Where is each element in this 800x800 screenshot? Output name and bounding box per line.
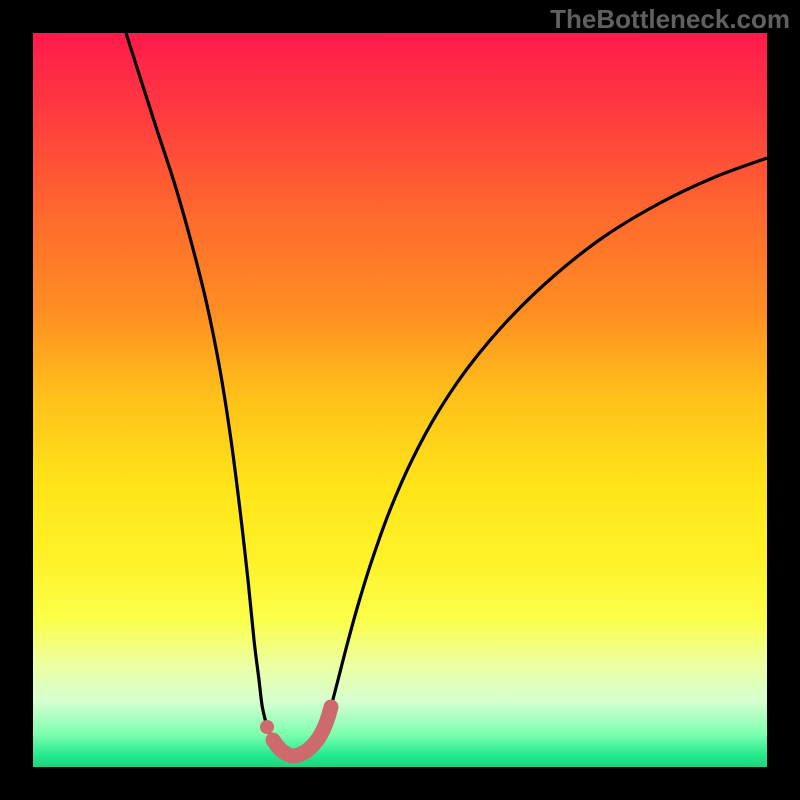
- pink-band-start-dot: [260, 720, 274, 734]
- pink-band: [273, 707, 331, 756]
- outer-frame: TheBottleneck.com: [0, 0, 800, 800]
- curve-layer: [0, 0, 800, 800]
- bottleneck-curve: [126, 33, 767, 756]
- watermark-text: TheBottleneck.com: [550, 4, 790, 35]
